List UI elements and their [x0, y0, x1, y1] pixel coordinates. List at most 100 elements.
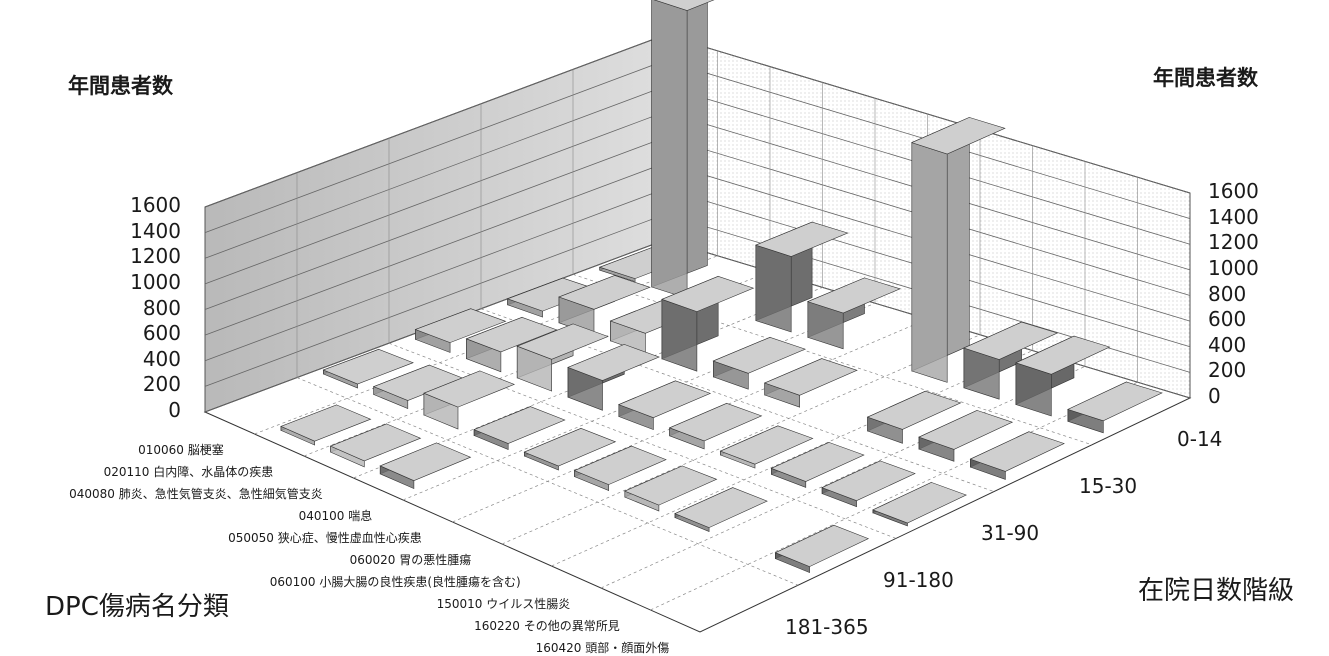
bar-top: [573, 445, 667, 485]
bar-8-2: [821, 460, 916, 508]
stay-bin-label: 181-365: [785, 614, 869, 639]
y-tick-label-right: 800: [1208, 281, 1247, 306]
bar-top: [661, 275, 755, 312]
y-tick-label-right: 0: [1208, 384, 1221, 408]
bar-4-0: [806, 277, 901, 350]
bar-7-1: [866, 390, 962, 444]
bar-2-3: [423, 370, 516, 430]
bar-top: [423, 370, 516, 408]
y-tick-label-right: 1400: [1208, 204, 1259, 229]
y-tick-label-left: 1400: [130, 218, 181, 243]
bar-1-0: [651, 0, 715, 299]
bar-top: [465, 316, 558, 353]
category-label: 050050 狭心症、慢性虚血性心疾患: [228, 531, 422, 545]
bar-top: [963, 321, 1059, 360]
bar-front: [651, 0, 688, 299]
y-tick-label-right: 1200: [1208, 230, 1259, 255]
bar-9-0: [1067, 381, 1163, 434]
bar-2-4: [329, 423, 422, 468]
bar-9-2: [872, 481, 967, 527]
y-tick-label-right: 600: [1208, 307, 1247, 332]
bar-top: [523, 427, 617, 467]
bar-3-0: [754, 221, 849, 333]
bar-top: [617, 380, 712, 419]
y-tick-label-left: 600: [142, 321, 181, 346]
bar-1-2: [465, 316, 558, 373]
bar-top: [872, 482, 967, 524]
bar-top: [379, 442, 472, 482]
bar-top: [322, 348, 414, 385]
category-label: 150010 ウイルス性腸炎: [436, 597, 571, 611]
bar-top: [624, 465, 718, 506]
bar-6-0: [910, 116, 1006, 383]
bar-9-3: [774, 524, 870, 574]
floor-gridline: [551, 350, 1033, 567]
bar-0-3: [322, 348, 414, 389]
bar-top: [969, 431, 1065, 472]
floor-gridline: [296, 377, 799, 586]
y-axis-title-right: 年間患者数: [1153, 66, 1258, 90]
bar-1-3: [372, 364, 465, 409]
bar-top: [770, 442, 865, 482]
bar-top: [558, 275, 651, 310]
category-label: 040100 喘息: [298, 509, 373, 523]
bar-7-3: [674, 487, 768, 532]
bar-front: [755, 244, 792, 333]
bar-top: [674, 487, 768, 528]
bar-0-1: [506, 277, 599, 318]
bar-front: [911, 142, 948, 383]
bar-4-2: [617, 380, 712, 431]
bar-top: [754, 221, 849, 257]
bar-top: [712, 336, 807, 374]
category-label: 160220 その他の異常所見: [474, 619, 620, 633]
x-axis-title: DPC傷病名分類: [45, 592, 229, 622]
bar-top: [774, 524, 870, 567]
bar-front: [661, 298, 698, 372]
bar-8-0: [1015, 335, 1111, 417]
z-axis-title: 在院日数階級: [1138, 576, 1295, 606]
bar-0-2: [414, 308, 507, 353]
bar-4-3: [523, 427, 617, 471]
floor-gridline: [501, 334, 981, 545]
stay-bin-label: 0-14: [1177, 427, 1223, 452]
bar-top: [763, 358, 858, 396]
bar-top: [280, 404, 372, 442]
bar-top: [668, 402, 763, 442]
bar-top: [821, 460, 916, 502]
bar-top: [414, 308, 507, 343]
bar-1-1: [558, 275, 651, 336]
bar-top: [1015, 335, 1111, 375]
bar-3-4: [379, 442, 472, 490]
bar-7-0: [963, 321, 1059, 400]
category-label: 010060 脳梗塞: [138, 443, 224, 457]
bar-top: [806, 277, 901, 314]
bar-6-2: [719, 425, 814, 469]
bar-1-4: [280, 404, 372, 446]
category-label: 060100 小腸大腸の良性疾患(良性腫瘍を含む): [269, 575, 521, 589]
bar-top: [866, 390, 962, 430]
bar-top: [473, 406, 566, 444]
category-label: 020110 白内障、水晶体の疾患: [103, 465, 274, 479]
bar-6-3: [624, 465, 718, 512]
y-tick-label-left: 1000: [130, 269, 181, 294]
bar-top: [329, 423, 422, 462]
bar-top: [918, 410, 1014, 450]
bar-3-3: [473, 406, 566, 450]
bar-top: [653, 0, 715, 11]
y-tick-label-right: 400: [1208, 332, 1247, 357]
bar-9-1: [969, 431, 1065, 480]
bar-top: [1067, 381, 1163, 422]
bar-top: [567, 344, 660, 381]
y-tick-label-left: 1600: [130, 193, 181, 217]
bar-7-2: [770, 441, 865, 488]
bar-4-1: [712, 336, 807, 390]
category-label: 060020 胃の悪性腫瘍: [349, 553, 472, 567]
bar-3-1: [661, 275, 755, 372]
y-tick-label-right: 200: [1208, 358, 1247, 383]
bar-2-2: [516, 323, 609, 392]
stay-bin-label: 91-180: [883, 567, 954, 592]
bar-5-1: [763, 358, 858, 408]
bar-top: [910, 117, 1006, 155]
